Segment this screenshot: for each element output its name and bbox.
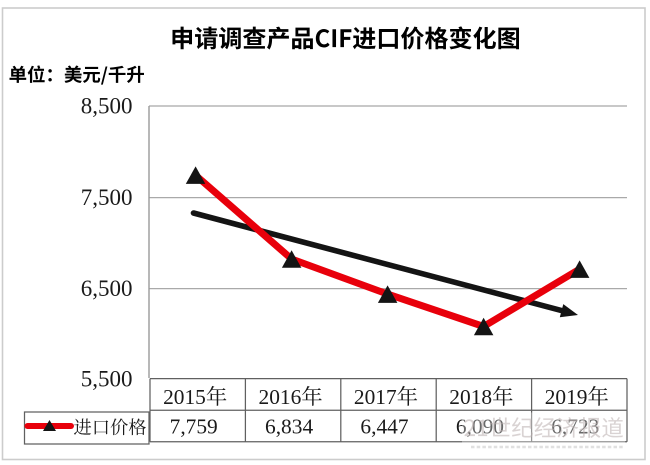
svg-text:6,500: 6,500: [81, 276, 133, 301]
svg-text:2017: 2017: [354, 385, 397, 409]
svg-text:8,500: 8,500: [81, 94, 133, 119]
svg-text:6,447: 6,447: [360, 415, 408, 439]
svg-text:2019: 2019: [545, 385, 588, 409]
svg-text:7,759: 7,759: [170, 415, 218, 439]
svg-text:2015: 2015: [163, 385, 206, 409]
svg-text:5,500: 5,500: [81, 367, 133, 392]
svg-text:6,834: 6,834: [265, 415, 313, 439]
svg-text:7,500: 7,500: [81, 185, 133, 210]
svg-text:2018: 2018: [449, 385, 492, 409]
svg-text:2016: 2016: [259, 385, 302, 409]
